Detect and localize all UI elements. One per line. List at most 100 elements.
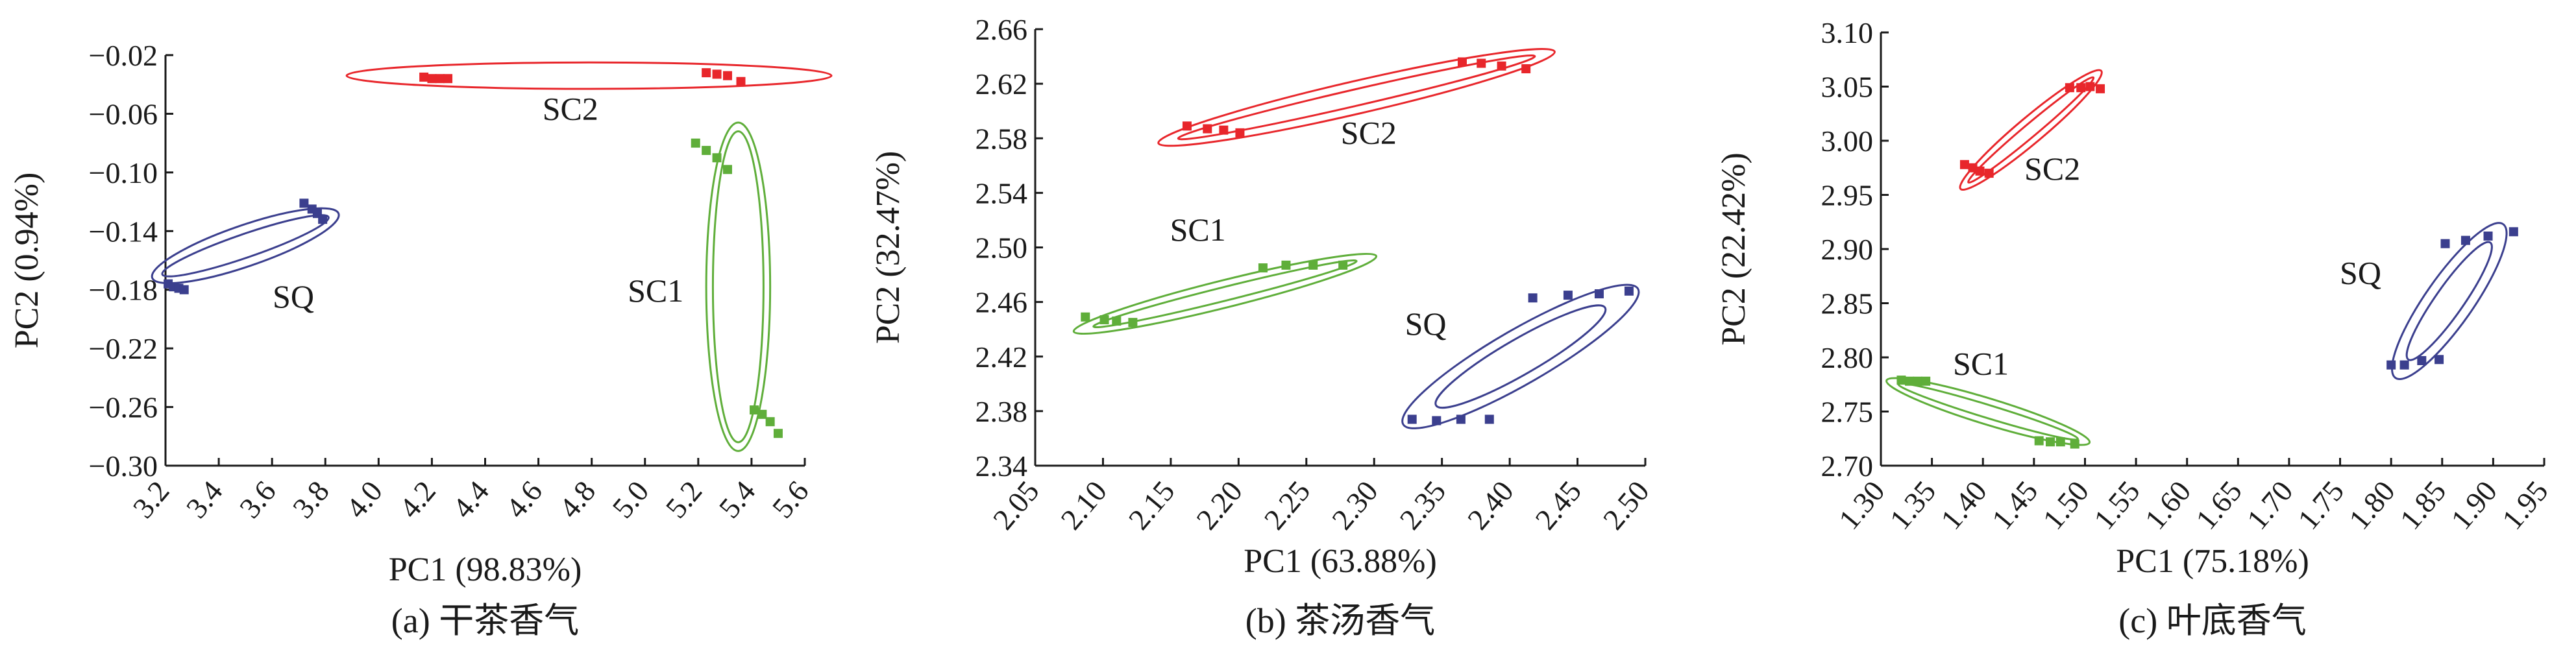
x-tick-label: 2.20 (1190, 475, 1249, 536)
y-tick-label: −0.26 (89, 391, 158, 424)
data-point (2065, 83, 2074, 93)
x-tick-label: 1.80 (2342, 475, 2401, 536)
data-point (1281, 260, 1291, 270)
y-tick-label: −0.06 (89, 97, 158, 130)
data-point (2435, 355, 2444, 364)
y-tick-label: 2.70 (1821, 449, 1874, 483)
group-label: SC2 (1341, 115, 1397, 151)
data-point (2509, 227, 2518, 237)
data-point (722, 165, 732, 174)
y-tick-label: 2.42 (975, 340, 1028, 374)
data-point (1219, 125, 1229, 135)
x-axis-title: PC1 (98.83%) (389, 551, 582, 588)
data-point (712, 153, 722, 163)
y-tick-label: −0.18 (89, 274, 158, 307)
data-point (1203, 124, 1212, 134)
series-sc2: SC2 (1157, 48, 1556, 151)
y-tick-label: 2.38 (975, 395, 1028, 428)
y-tick-label: 2.50 (975, 232, 1028, 265)
x-tick-label: 1.35 (1883, 475, 1942, 536)
data-point (1099, 315, 1109, 324)
data-point (1594, 289, 1604, 299)
y-tick-label: 2.85 (1821, 287, 1874, 320)
series-sq: SQ (151, 198, 340, 315)
data-point (1984, 169, 1994, 178)
x-tick-label: 4.4 (446, 475, 495, 525)
confidence-ellipse (1959, 69, 2103, 191)
data-point (1407, 414, 1417, 424)
x-tick-label: 1.55 (2087, 475, 2146, 536)
x-tick-label: 1.65 (2189, 475, 2248, 536)
series-sc2: SC2 (345, 61, 833, 126)
confidence-ellipse (1401, 283, 1640, 429)
data-point (2399, 360, 2409, 370)
data-point (750, 405, 759, 415)
x-tick-label: 4.0 (339, 475, 389, 525)
y-tick-label: 2.46 (975, 286, 1028, 319)
x-axis-title: PC1 (63.88%) (1244, 543, 1437, 580)
y-axis-title: PC2 (32.47%) (870, 151, 907, 344)
data-point (1563, 291, 1573, 300)
data-point (318, 215, 328, 224)
data-point (1258, 263, 1268, 273)
group-label: SQ (1405, 305, 1447, 342)
y-tick-label: 2.54 (975, 176, 1028, 209)
data-point (1338, 260, 1348, 270)
x-tick-label: 1.75 (2291, 475, 2350, 536)
group-label: SC1 (1953, 346, 2009, 382)
data-point (1968, 163, 1978, 173)
data-point (2055, 437, 2065, 447)
data-point (773, 429, 783, 438)
x-tick-label: 1.40 (1934, 475, 1993, 536)
data-point (1128, 318, 1138, 328)
x-tick-label: 5.4 (713, 475, 762, 525)
data-point (712, 69, 722, 79)
confidence-ellipse (705, 121, 772, 452)
confidence-ellipse (1157, 48, 1556, 147)
series-sq: SQ (1401, 283, 1640, 429)
data-point (1432, 416, 1441, 425)
data-point (1528, 293, 1538, 303)
group-label: SC1 (1170, 211, 1226, 248)
data-point (702, 68, 711, 78)
series-sc2: SC2 (1959, 69, 2105, 191)
data-point (419, 72, 429, 82)
data-point (2034, 436, 2044, 446)
x-tick-label: 3.4 (180, 475, 229, 525)
data-point (1081, 312, 1090, 322)
data-point (1458, 57, 1467, 67)
panel-a: 3.2 3.4 3.6 3.8 4.0 4.2 4.4 4.6 4.8 5.0 5.2 5.4 5.6−… (8, 39, 833, 640)
y-tick-label: 2.62 (975, 67, 1028, 101)
data-point (1896, 376, 1906, 385)
confidence-ellipse (1885, 377, 2091, 446)
y-tick-label: 2.80 (1821, 341, 1874, 374)
data-point (427, 74, 437, 84)
series-sc1: SC1 (1885, 346, 2091, 449)
x-tick-label: 1.30 (1832, 475, 1891, 536)
confidence-ellipse (151, 207, 340, 285)
confidence-ellipse (1434, 304, 1607, 409)
y-tick-label: −0.14 (89, 215, 158, 248)
x-tick-label: 4.6 (499, 475, 548, 525)
y-tick-label: 2.95 (1821, 179, 1874, 212)
group-label: SC1 (628, 272, 683, 309)
data-point (2483, 231, 2493, 241)
data-point (1308, 260, 1318, 270)
x-tick-label: 3.6 (233, 475, 282, 525)
x-tick-label: 1.90 (2444, 475, 2503, 536)
x-tick-label: 2.30 (1325, 475, 1384, 536)
x-tick-label: 5.6 (766, 475, 815, 525)
confidence-ellipse (1072, 252, 1378, 335)
group-label: SC2 (543, 90, 598, 126)
group-label: SQ (2340, 254, 2381, 291)
x-tick-label: 1.95 (2496, 475, 2555, 536)
data-point (2085, 82, 2095, 91)
data-point (2417, 356, 2427, 366)
series-sc1: SC1 (628, 121, 783, 452)
x-tick-label: 2.35 (1393, 475, 1453, 536)
data-point (1959, 160, 1969, 169)
y-tick-label: −0.30 (89, 449, 158, 483)
data-point (757, 409, 767, 419)
confidence-ellipse (1177, 54, 1536, 141)
